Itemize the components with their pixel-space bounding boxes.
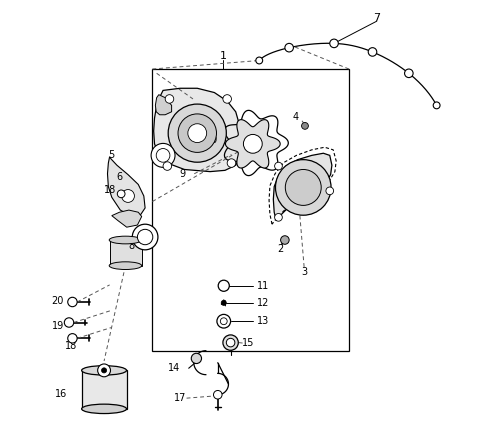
Text: 18: 18: [65, 341, 77, 351]
Circle shape: [368, 48, 377, 56]
Circle shape: [433, 102, 440, 109]
Circle shape: [156, 149, 170, 162]
Circle shape: [117, 190, 125, 198]
Text: 16: 16: [55, 389, 68, 399]
Polygon shape: [156, 95, 172, 115]
Circle shape: [101, 368, 107, 373]
Circle shape: [188, 124, 207, 142]
Text: 10: 10: [206, 135, 218, 145]
Text: 6: 6: [116, 172, 122, 182]
Text: 17: 17: [174, 393, 186, 403]
Ellipse shape: [109, 236, 142, 244]
Circle shape: [151, 143, 175, 167]
Circle shape: [137, 229, 153, 245]
Text: 12: 12: [257, 298, 270, 308]
Bar: [109, 240, 142, 266]
Circle shape: [165, 95, 174, 103]
Circle shape: [121, 190, 134, 202]
Bar: [152, 69, 349, 351]
Circle shape: [68, 297, 77, 307]
Polygon shape: [154, 88, 240, 171]
Ellipse shape: [109, 262, 142, 269]
Ellipse shape: [82, 404, 127, 414]
Text: 3: 3: [301, 267, 307, 277]
Text: 2: 2: [277, 243, 284, 254]
Ellipse shape: [82, 366, 127, 375]
Circle shape: [223, 335, 238, 350]
Circle shape: [275, 162, 282, 170]
Circle shape: [227, 338, 235, 347]
Circle shape: [281, 236, 289, 244]
Text: 7: 7: [373, 13, 380, 23]
Polygon shape: [226, 120, 280, 168]
Text: 20: 20: [51, 296, 63, 306]
Text: 1: 1: [219, 51, 227, 61]
Polygon shape: [273, 153, 332, 221]
Circle shape: [191, 353, 202, 364]
Text: 15: 15: [242, 339, 255, 349]
Bar: [82, 370, 127, 409]
Circle shape: [285, 43, 293, 52]
Circle shape: [221, 300, 227, 305]
Circle shape: [301, 123, 308, 129]
Circle shape: [326, 187, 334, 195]
Circle shape: [68, 333, 77, 343]
Circle shape: [227, 159, 236, 167]
Circle shape: [97, 364, 110, 377]
Circle shape: [178, 114, 216, 152]
Text: 19: 19: [52, 321, 64, 331]
Circle shape: [275, 213, 282, 221]
Text: 11: 11: [257, 281, 270, 291]
Circle shape: [163, 162, 172, 170]
Circle shape: [132, 224, 158, 250]
Circle shape: [256, 57, 263, 64]
Text: 14: 14: [168, 363, 180, 373]
Circle shape: [214, 391, 222, 399]
Text: 9: 9: [179, 169, 185, 179]
Circle shape: [223, 95, 231, 103]
Text: 13: 13: [257, 316, 270, 326]
Text: 4: 4: [292, 112, 299, 123]
Circle shape: [168, 104, 227, 162]
Polygon shape: [108, 157, 145, 216]
Circle shape: [276, 160, 331, 215]
Text: 18: 18: [104, 185, 116, 195]
Text: 8: 8: [128, 241, 134, 251]
Circle shape: [330, 39, 338, 48]
Polygon shape: [112, 210, 142, 227]
Circle shape: [243, 134, 262, 153]
Text: 5: 5: [108, 149, 114, 159]
Circle shape: [285, 169, 321, 205]
Circle shape: [405, 69, 413, 78]
Circle shape: [64, 318, 74, 327]
